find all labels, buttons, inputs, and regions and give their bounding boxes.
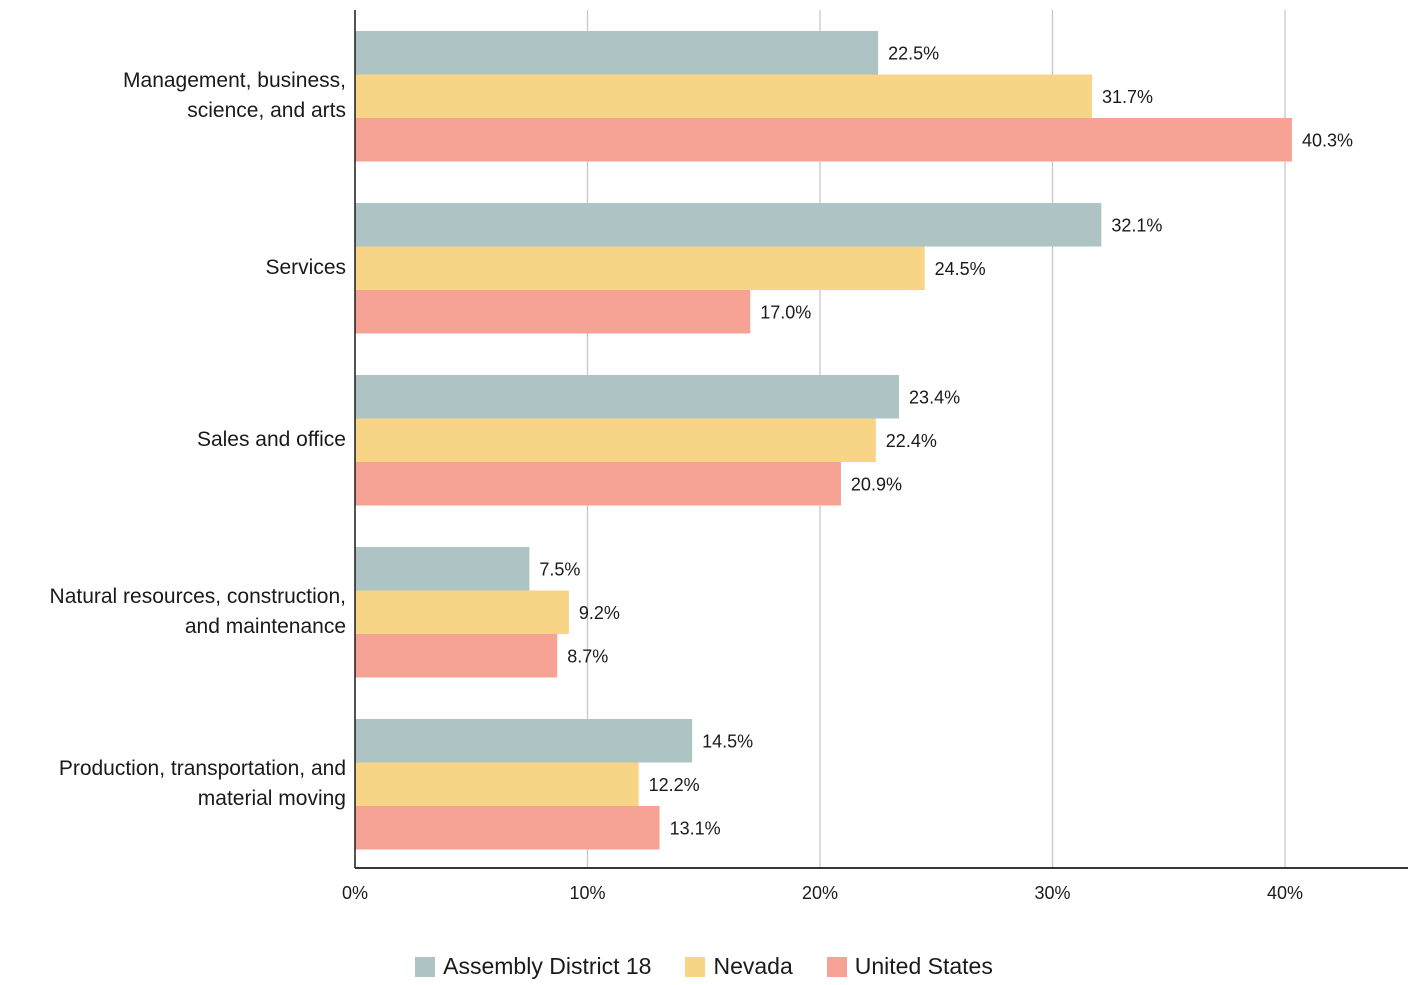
data-label-0-2: 40.3% <box>1302 130 1353 150</box>
category-label-3: Natural resources, construction, and mai… <box>49 585 346 639</box>
category-label-4: Production, transportation, and material… <box>58 757 346 811</box>
data-label-1-0: 32.1% <box>1111 215 1162 235</box>
legend-swatch-1 <box>685 956 706 977</box>
data-label-4-2: 13.1% <box>670 818 721 838</box>
data-label-3-2: 8.7% <box>567 646 608 666</box>
bar-1-0 <box>355 203 1102 247</box>
data-label-4-1: 12.2% <box>649 775 700 795</box>
x-tick-label-4: 40% <box>1267 883 1303 903</box>
bar-0-0 <box>355 31 879 75</box>
legend-label-1: Nevada <box>713 953 793 979</box>
legend-item-0: Assembly District 18 <box>415 953 651 980</box>
bar-4-0 <box>355 719 693 763</box>
bar-0-2 <box>355 118 1292 162</box>
x-tick-labels: 0% 10% 20% 30% 40% <box>342 883 1303 903</box>
legend: Assembly District 18 Nevada United States <box>0 953 1408 980</box>
x-tick-label-1: 10% <box>569 883 605 903</box>
bar-1-2 <box>355 290 751 334</box>
x-tick-label-3: 30% <box>1034 883 1070 903</box>
data-label-2-0: 23.4% <box>909 387 960 407</box>
data-label-2-1: 22.4% <box>886 431 937 451</box>
bar-2-2 <box>355 462 841 506</box>
data-label-0-0: 22.5% <box>888 43 939 63</box>
category-label-1: Services <box>265 256 346 280</box>
bar-0-1 <box>355 74 1093 118</box>
legend-label-0: Assembly District 18 <box>443 953 652 979</box>
bar-3-1 <box>355 590 569 634</box>
data-label-2-2: 20.9% <box>851 474 902 494</box>
bar-4-2 <box>355 806 660 850</box>
bar-3-0 <box>355 547 530 591</box>
data-label-0-1: 31.7% <box>1102 87 1153 107</box>
bar-2-0 <box>355 375 900 419</box>
bars <box>355 31 1292 850</box>
data-label-1-2: 17.0% <box>760 302 811 322</box>
data-label-4-0: 14.5% <box>702 731 753 751</box>
bar-1-1 <box>355 246 925 290</box>
bar-2-1 <box>355 418 876 462</box>
legend-swatch-0 <box>415 956 436 977</box>
data-label-3-1: 9.2% <box>579 603 620 623</box>
category-label-0: Management, business, science, and arts <box>123 69 346 123</box>
legend-item-1: Nevada <box>685 953 793 980</box>
data-label-3-0: 7.5% <box>539 559 580 579</box>
bar-4-1 <box>355 762 639 806</box>
x-tick-label-2: 20% <box>802 883 838 903</box>
legend-label-2: United States <box>854 953 993 979</box>
legend-item-2: United States <box>826 953 993 980</box>
bar-3-2 <box>355 634 558 678</box>
axes <box>354 10 1408 869</box>
legend-swatch-2 <box>826 956 847 977</box>
category-label-2: Sales and office <box>196 428 346 452</box>
data-label-1-1: 24.5% <box>935 259 986 279</box>
data-labels: 22.5% 31.7% 40.3% 32.1% 24.5% 17.0% 23.4% 22.4%… <box>539 43 1353 838</box>
x-tick-label-0: 0% <box>342 883 368 903</box>
